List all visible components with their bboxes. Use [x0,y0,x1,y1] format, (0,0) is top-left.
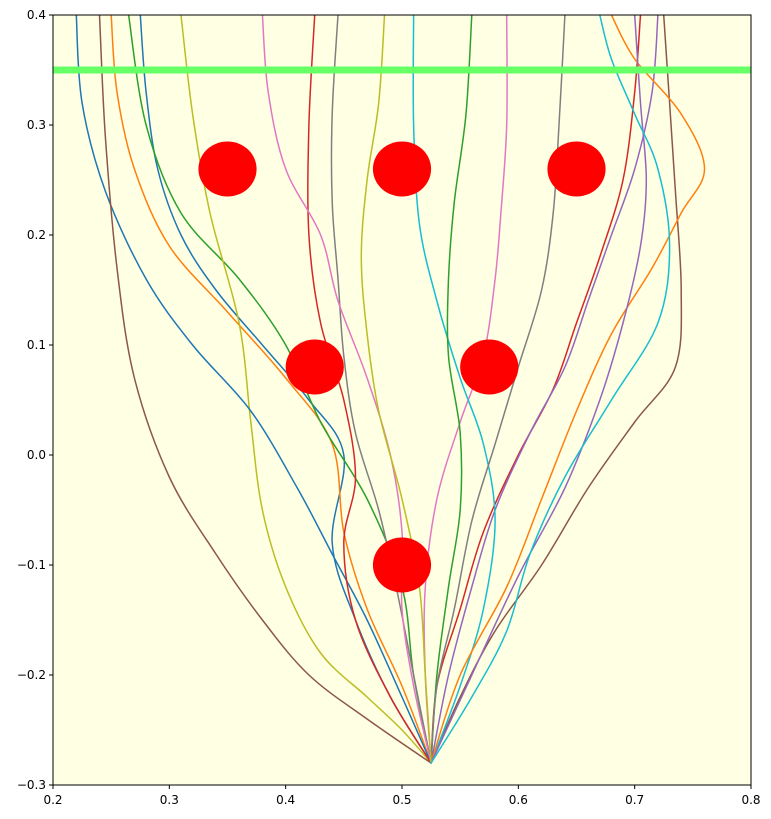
y-tick-label: −0.2 [17,668,46,682]
x-tick-label: 0.2 [43,793,62,807]
trajectory-line-17 [261,15,432,764]
trajectory-line-5 [430,15,659,764]
x-tick-label: 0.6 [509,793,528,807]
y-tick-label: 0.1 [27,338,46,352]
x-axis: 0.2 0.3 0.4 0.5 0.6 0.7 0.8 [43,785,761,807]
trajectory-line-19 [360,15,432,764]
trajectory-line-2 [110,15,432,764]
obstacle-group [198,141,606,593]
trajectory-line-8 [330,15,432,764]
obstacle-1 [198,141,257,197]
x-tick-label: 0.4 [276,793,295,807]
trajectory-line-16 [98,15,432,764]
y-tick-label: 0.0 [27,448,46,462]
trajectory-line-13 [430,15,473,764]
y-tick-label: −0.3 [17,778,46,792]
trajectory-line-15 [430,15,648,764]
obstacle-3 [547,141,606,197]
trajectory-line-11 [75,15,432,764]
x-tick-label: 0.8 [741,793,760,807]
obstacle-5 [460,339,519,395]
y-tick-label: −0.1 [17,558,46,572]
y-tick-label: 0.3 [27,118,46,132]
x-tick-label: 0.5 [392,793,411,807]
trajectory-line-14 [307,15,432,764]
plot-background [53,15,751,785]
x-tick-label: 0.3 [160,793,179,807]
trajectory-series-group [75,15,706,764]
x-tick-label: 0.7 [625,793,644,807]
obstacle-6 [372,537,432,593]
y-tick-label: 0.4 [27,8,46,22]
trajectory-line-12 [430,15,706,764]
trajectory-line-6 [430,15,683,764]
obstacle-4 [285,339,344,395]
obstacle-2 [372,141,432,197]
trajectory-line-20 [430,15,671,764]
y-axis: −0.3 −0.2 −0.1 0.0 0.1 0.2 0.3 0.4 [17,8,53,792]
y-tick-label: 0.2 [27,228,46,242]
